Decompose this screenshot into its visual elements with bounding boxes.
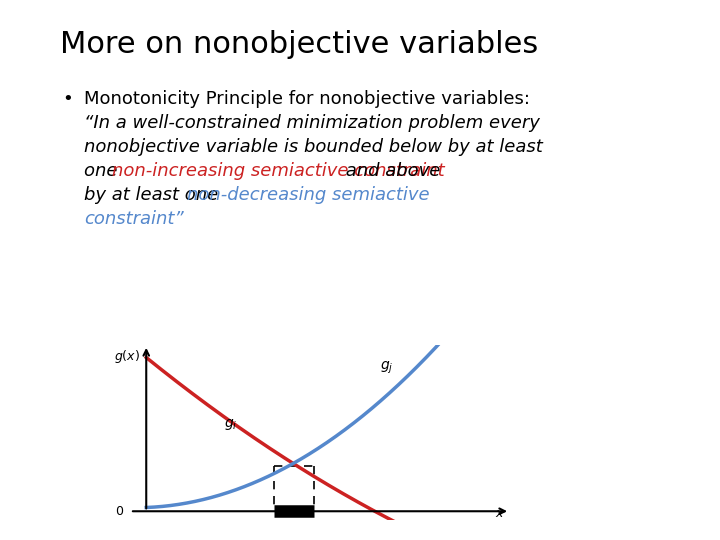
Text: non-decreasing semiactive: non-decreasing semiactive xyxy=(187,186,430,204)
Text: $g(x)$: $g(x)$ xyxy=(114,348,140,365)
Text: More on nonobjective variables: More on nonobjective variables xyxy=(60,30,539,59)
Text: $g_i$: $g_i$ xyxy=(224,417,238,433)
Text: “In a well-constrained minimization problem every: “In a well-constrained minimization prob… xyxy=(84,114,540,132)
Text: by at least one: by at least one xyxy=(84,186,224,204)
Text: one: one xyxy=(84,162,123,180)
Text: and above: and above xyxy=(340,162,441,180)
Text: $x$: $x$ xyxy=(495,507,505,520)
Text: nonobjective variable is bounded below by at least: nonobjective variable is bounded below b… xyxy=(84,138,543,156)
Text: •: • xyxy=(62,90,73,108)
Text: Monotonicity Principle for nonobjective variables:: Monotonicity Principle for nonobjective … xyxy=(84,90,530,108)
Text: $g_j$: $g_j$ xyxy=(379,360,393,376)
Text: non-increasing semiactive constraint: non-increasing semiactive constraint xyxy=(112,162,445,180)
Text: 0: 0 xyxy=(115,505,124,518)
Text: constraint”: constraint” xyxy=(84,210,184,228)
